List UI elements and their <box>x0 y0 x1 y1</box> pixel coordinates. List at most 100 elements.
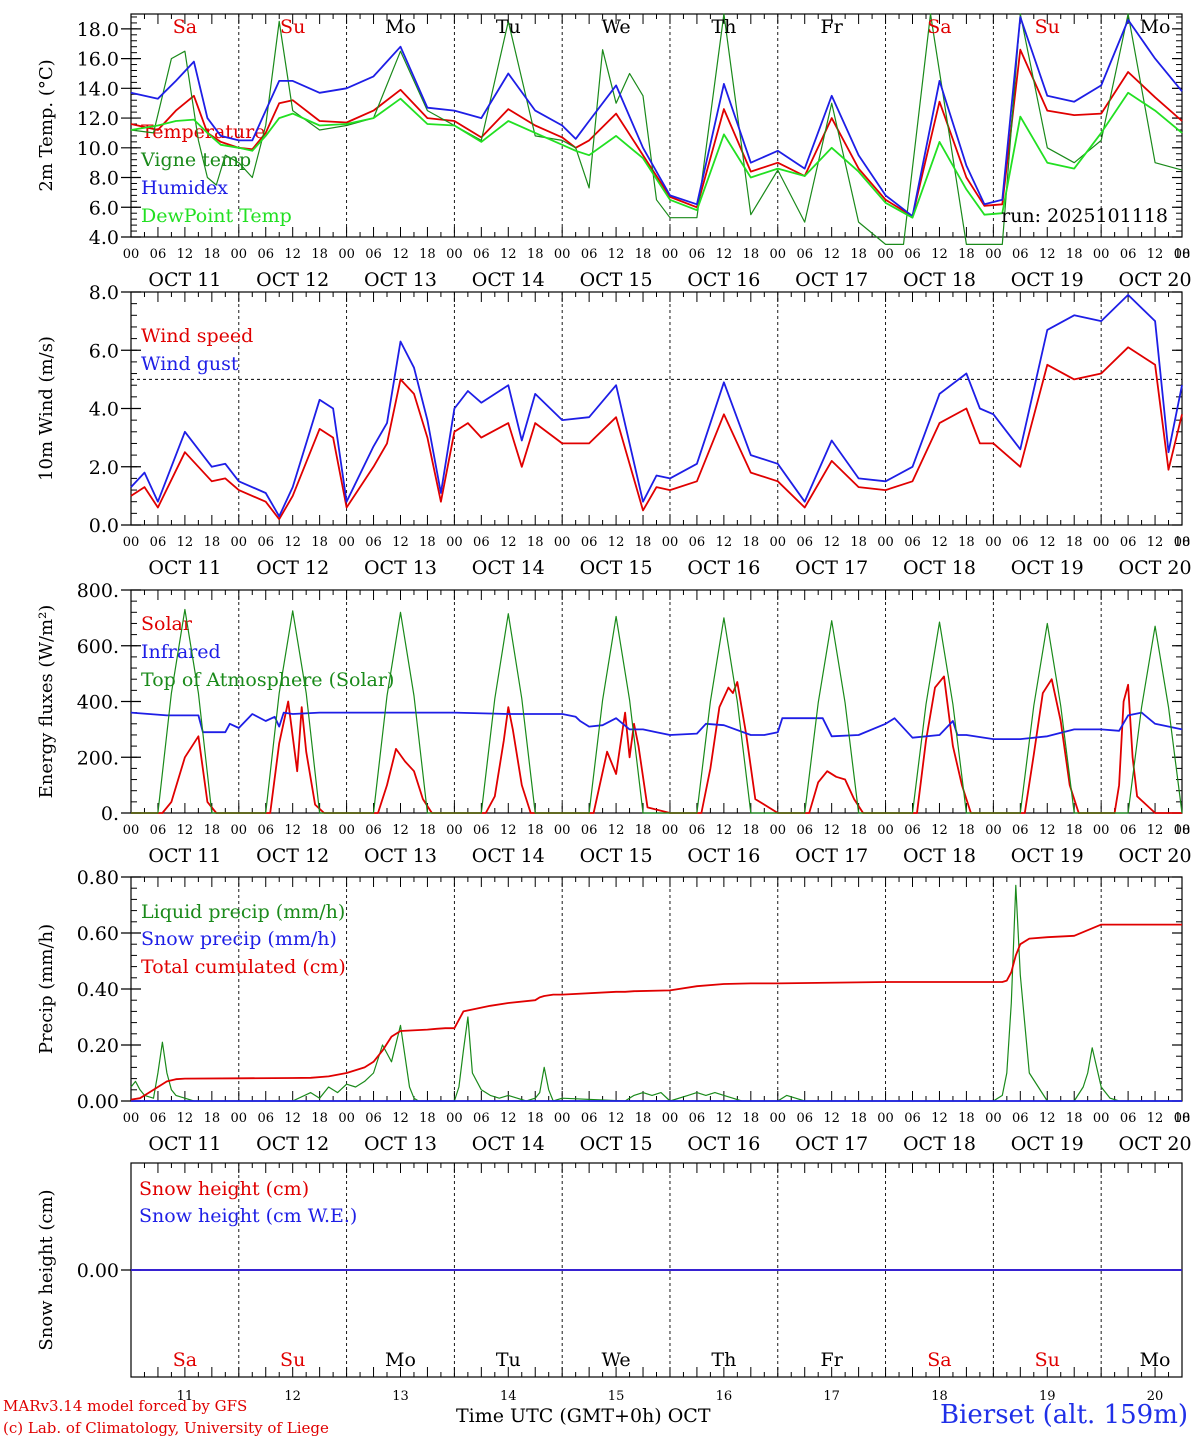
energy-hour-label: 06 <box>257 823 274 838</box>
energy-hour-label: 06 <box>581 823 598 838</box>
wind-frame <box>130 291 1183 526</box>
wind-hour-label: 00 <box>123 535 140 550</box>
snow-y-axis-title: Snow height (cm) <box>36 1189 57 1350</box>
energy-hour-label: 06 <box>150 823 167 838</box>
temp-weekday-label: Th <box>711 16 736 38</box>
snow-day-number: 17 <box>823 1389 840 1404</box>
wind-hour-label: 12 <box>500 535 517 550</box>
temp-hour-label: 00 <box>231 247 248 262</box>
temp-hour-label: 06 <box>904 247 921 262</box>
precip-hour-label: 06 <box>473 1111 490 1126</box>
temp-series-temperature <box>130 48 1183 218</box>
wind-day-label: OCT 14 <box>472 557 545 579</box>
energy-hour-label: 18 <box>1066 823 1083 838</box>
wind-hour-label: 12 <box>284 535 301 550</box>
wind-hour-label: 06 <box>1120 535 1137 550</box>
energy-y-tick-label: 0. <box>101 803 119 825</box>
wind-y-tick-label: 4.0 <box>89 399 119 421</box>
snow-weekday-label: Sa <box>173 1349 197 1371</box>
temp-hour-label: 12 <box>392 247 409 262</box>
precip-hour-label: 18 <box>419 1111 436 1126</box>
energy-hour-label: 00 <box>985 823 1002 838</box>
energy-y-axis-title: Energy fluxes (W/m²) <box>36 605 57 799</box>
energy-day-label: OCT 20 <box>1119 845 1192 867</box>
energy-hour-label: 06 <box>796 823 813 838</box>
wind-hour-label: 06 <box>689 535 706 550</box>
energy-hour-label: 00 <box>123 823 140 838</box>
energy-day-label: OCT 14 <box>472 845 545 867</box>
snow-day-number: 11 <box>177 1389 194 1404</box>
wind-hour-label: 00 <box>554 535 571 550</box>
wind-y-axis-title: 10m Wind (m/s) <box>36 336 57 481</box>
energy-hour-label: 00 <box>877 823 894 838</box>
precip-hour-label: 06 <box>796 1111 813 1126</box>
wind-hour-label: 00 <box>446 535 463 550</box>
precip-hour-label: 00 <box>1174 1111 1191 1126</box>
energy-legend-solar: Solar <box>141 613 193 635</box>
wind-hour-label: 18 <box>419 535 436 550</box>
precip-hour-label: 12 <box>284 1111 301 1126</box>
precip-y-tick-label: 0.60 <box>77 923 119 945</box>
precip-y-tick-label: 0.20 <box>77 1035 119 1057</box>
precip-hour-label: 06 <box>689 1111 706 1126</box>
wind-day-label: OCT 15 <box>580 557 653 579</box>
wind-y-tick-label: 0.0 <box>89 515 119 537</box>
snow-weekday-label: Sa <box>927 1349 951 1371</box>
energy-y-tick-label: 800. <box>77 580 119 602</box>
temp-weekday-label: Mo <box>385 16 416 38</box>
temp-hour-label: 12 <box>716 247 733 262</box>
temp-y-tick-label: 4.0 <box>89 227 119 249</box>
temp-day-label: OCT 12 <box>256 269 329 291</box>
precip-legend-snow-precip-mm-h: Snow precip (mm/h) <box>141 928 337 950</box>
energy-series-solar <box>131 675 1182 814</box>
wind-hour-label: 00 <box>662 535 679 550</box>
energy-day-label: OCT 13 <box>364 845 437 867</box>
precip-hour-label: 18 <box>743 1111 760 1126</box>
energy-hour-label: 06 <box>689 823 706 838</box>
precip-hour-label: 00 <box>446 1111 463 1126</box>
wind-hour-label: 18 <box>1174 535 1191 550</box>
temp-hour-label: 00 <box>123 247 140 262</box>
precip-hour-label: 12 <box>1039 1111 1056 1126</box>
wind-y-tick-label: 8.0 <box>89 282 119 304</box>
wind-hour-label: 00 <box>1174 535 1191 550</box>
temp-hour-label: 00 <box>1174 247 1191 262</box>
temp-hour-label: 12 <box>931 247 948 262</box>
temp-hour-label: 06 <box>581 247 598 262</box>
precip-hour-label: 00 <box>231 1111 248 1126</box>
energy-hour-label: 12 <box>1147 823 1164 838</box>
temp-weekday-label: Mo <box>1140 16 1171 38</box>
precip-hour-label: 18 <box>1174 1111 1191 1126</box>
credit-line-model: MARv3.14 model forced by GFS <box>3 1397 248 1415</box>
wind-hour-label: 12 <box>931 535 948 550</box>
precip-day-label: OCT 18 <box>903 1133 976 1155</box>
wind-hour-label: 12 <box>716 535 733 550</box>
precip-hour-label: 06 <box>581 1111 598 1126</box>
wind-day-label: OCT 12 <box>256 557 329 579</box>
temp-day-label: OCT 15 <box>580 269 653 291</box>
energy-hour-label: 18 <box>743 823 760 838</box>
energy-series-top-of-atmosphere-solar <box>131 608 1183 814</box>
precip-legend-liquid-precip-mm-h: Liquid precip (mm/h) <box>141 901 345 923</box>
temp-y-tick-label: 16.0 <box>77 49 119 71</box>
energy-hour-label: 00 <box>662 823 679 838</box>
energy-day-label: OCT 18 <box>903 845 976 867</box>
wind-hour-label: 18 <box>635 535 652 550</box>
energy-hour-label: 00 <box>338 823 355 838</box>
temp-hour-label: 12 <box>284 247 301 262</box>
temp-hour-label: 06 <box>689 247 706 262</box>
precip-hour-label: 00 <box>662 1111 679 1126</box>
temp-y-tick-label: 6.0 <box>89 197 119 219</box>
temp-hour-label: 00 <box>985 247 1002 262</box>
energy-hour-label: 06 <box>1012 823 1029 838</box>
energy-hour-label: 18 <box>311 823 328 838</box>
energy-hour-label: 12 <box>716 823 733 838</box>
temp-y-axis-title: 2m Temp. (°C) <box>36 59 57 191</box>
energy-hour-label: 18 <box>850 823 867 838</box>
wind-hour-label: 18 <box>204 535 221 550</box>
precip-hour-label: 00 <box>877 1111 894 1126</box>
precip-hour-label: 06 <box>150 1111 167 1126</box>
energy-hour-label: 18 <box>204 823 221 838</box>
snow-legend-snow-height-cm-w-e: Snow height (cm W.E.) <box>139 1205 357 1227</box>
precip-hour-label: 18 <box>527 1111 544 1126</box>
